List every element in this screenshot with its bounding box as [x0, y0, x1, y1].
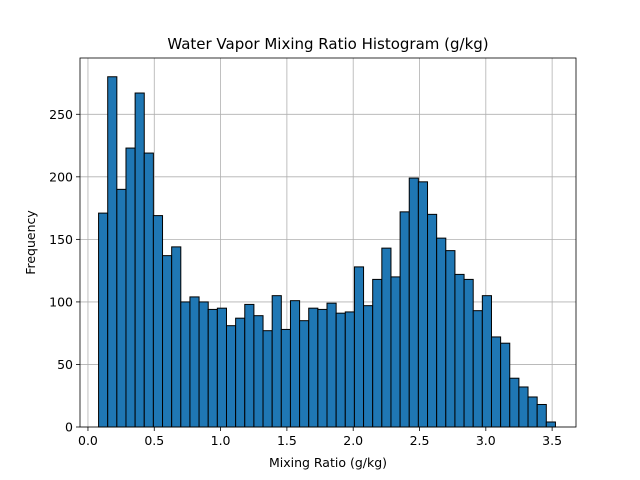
histogram-bar	[527, 396, 538, 428]
histogram-bar	[216, 307, 227, 428]
histogram-bar	[171, 246, 182, 428]
histogram-bar	[271, 295, 282, 428]
histogram-bar	[472, 310, 483, 428]
histogram-bar	[180, 301, 191, 428]
histogram-bar	[235, 317, 246, 428]
histogram-bar	[545, 421, 556, 428]
histogram-bar	[353, 266, 365, 428]
histogram-bar	[408, 177, 419, 428]
chart-title: Water Vapor Mixing Ratio Histogram (g/kg…	[167, 35, 488, 53]
histogram-bar	[399, 211, 410, 428]
y-tick-label: 100	[49, 294, 73, 309]
x-tick-label: 3.5	[542, 433, 562, 448]
x-tick-label: 0.0	[78, 433, 98, 448]
x-tick-label: 1.5	[277, 433, 297, 448]
histogram-bar	[280, 328, 291, 428]
histogram-bar	[335, 312, 346, 428]
histogram-bar	[198, 301, 209, 428]
histogram-bar	[454, 273, 465, 428]
histogram-bar	[417, 181, 429, 428]
histogram-bar	[134, 92, 145, 428]
x-tick-label: 2.0	[343, 433, 363, 448]
histogram-bar	[98, 212, 109, 428]
histogram-bar	[207, 308, 218, 428]
y-tick-label: 250	[49, 107, 73, 122]
histogram-bar	[372, 278, 383, 428]
histogram-bars	[98, 76, 556, 428]
plot-frame	[79, 57, 577, 428]
histogram-bar	[326, 302, 337, 428]
histogram-bar	[162, 255, 173, 428]
histogram-bar	[225, 325, 237, 428]
histogram-bar	[363, 305, 374, 428]
histogram-bar	[262, 330, 273, 428]
histogram-bar	[308, 307, 319, 428]
y-tick-label: 200	[49, 169, 73, 184]
histogram-bar	[518, 386, 529, 428]
histogram-bar	[500, 342, 511, 428]
histogram-bar	[445, 250, 456, 428]
y-tick-label: 50	[57, 357, 73, 372]
histogram-bar	[152, 215, 164, 428]
histogram-bar	[116, 188, 127, 428]
y-axis-label: Frequency	[23, 210, 38, 275]
histogram-bar	[317, 308, 328, 428]
histogram-bar	[481, 295, 492, 428]
histogram-bar	[490, 336, 502, 428]
y-tick-label: 150	[49, 232, 73, 247]
y-tick-label: 0	[65, 420, 73, 435]
histogram-bar	[143, 152, 154, 428]
histogram-bar	[463, 278, 474, 428]
histogram-bar	[299, 320, 310, 428]
histogram-bar	[427, 213, 438, 428]
histogram-bar	[125, 147, 136, 428]
x-tick-label: 1.0	[211, 433, 231, 448]
histogram-bar	[107, 76, 118, 428]
histogram-bar	[390, 276, 401, 428]
x-tick-label: 0.5	[144, 433, 164, 448]
histogram-bar	[189, 296, 200, 428]
histogram-bar	[509, 377, 520, 428]
x-tick-label: 3.0	[476, 433, 496, 448]
histogram-bar	[344, 311, 355, 428]
histogram-bar	[289, 300, 301, 428]
x-axis-label: Mixing Ratio (g/kg)	[269, 455, 387, 470]
axis-ticks: 0.0 0.5 1.0 1.5 2.0 2.5 3.0 3.5 0 50 100 150 200 250	[49, 107, 562, 448]
histogram-bar	[253, 315, 264, 428]
histogram-bar	[436, 237, 447, 428]
x-tick-label: 2.5	[410, 433, 430, 448]
histogram-bar	[381, 247, 392, 428]
histogram-bar	[244, 303, 255, 428]
histogram-bar	[536, 403, 547, 428]
